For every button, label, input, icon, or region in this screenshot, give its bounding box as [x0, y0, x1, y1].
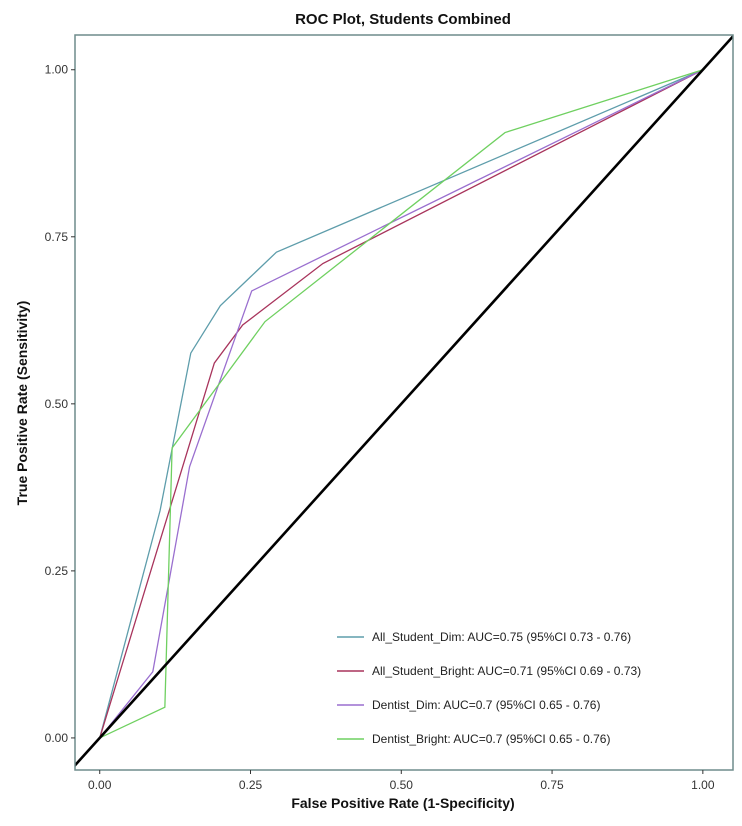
y-tick-label: 1.00: [45, 63, 69, 77]
legend-label: All_Student_Bright: AUC=0.71 (95%CI 0.69…: [372, 664, 641, 678]
roc-curve-1: [99, 69, 704, 739]
y-tick-label: 0.00: [45, 731, 69, 745]
y-tick-label: 0.25: [45, 564, 69, 578]
x-tick-label: 0.75: [540, 778, 564, 792]
legend-label: Dentist_Dim: AUC=0.7 (95%CI 0.65 - 0.76): [372, 698, 600, 712]
y-axis-title: True Positive Rate (Sensitivity): [14, 301, 30, 506]
chart-title: ROC Plot, Students Combined: [295, 11, 511, 28]
x-tick-label: 0.50: [390, 778, 414, 792]
legend-label: Dentist_Bright: AUC=0.7 (95%CI 0.65 - 0.…: [372, 732, 610, 746]
x-tick-label: 0.00: [88, 778, 112, 792]
roc-curve-0: [99, 69, 704, 739]
x-axis-title: False Positive Rate (1-Specificity): [291, 795, 514, 811]
x-tick-label: 0.25: [239, 778, 263, 792]
roc-curve-2: [99, 69, 704, 739]
diagonal-reference-line: [75, 35, 733, 768]
x-tick-label: 1.00: [691, 778, 715, 792]
legend-label: All_Student_Dim: AUC=0.75 (95%CI 0.73 - …: [372, 630, 631, 644]
y-tick-label: 0.75: [45, 230, 69, 244]
roc-curve-3: [99, 69, 704, 739]
legend: All_Student_Dim: AUC=0.75 (95%CI 0.73 - …: [337, 630, 641, 746]
y-tick-label: 0.50: [45, 397, 69, 411]
plot-panel-border: [74, 34, 734, 771]
